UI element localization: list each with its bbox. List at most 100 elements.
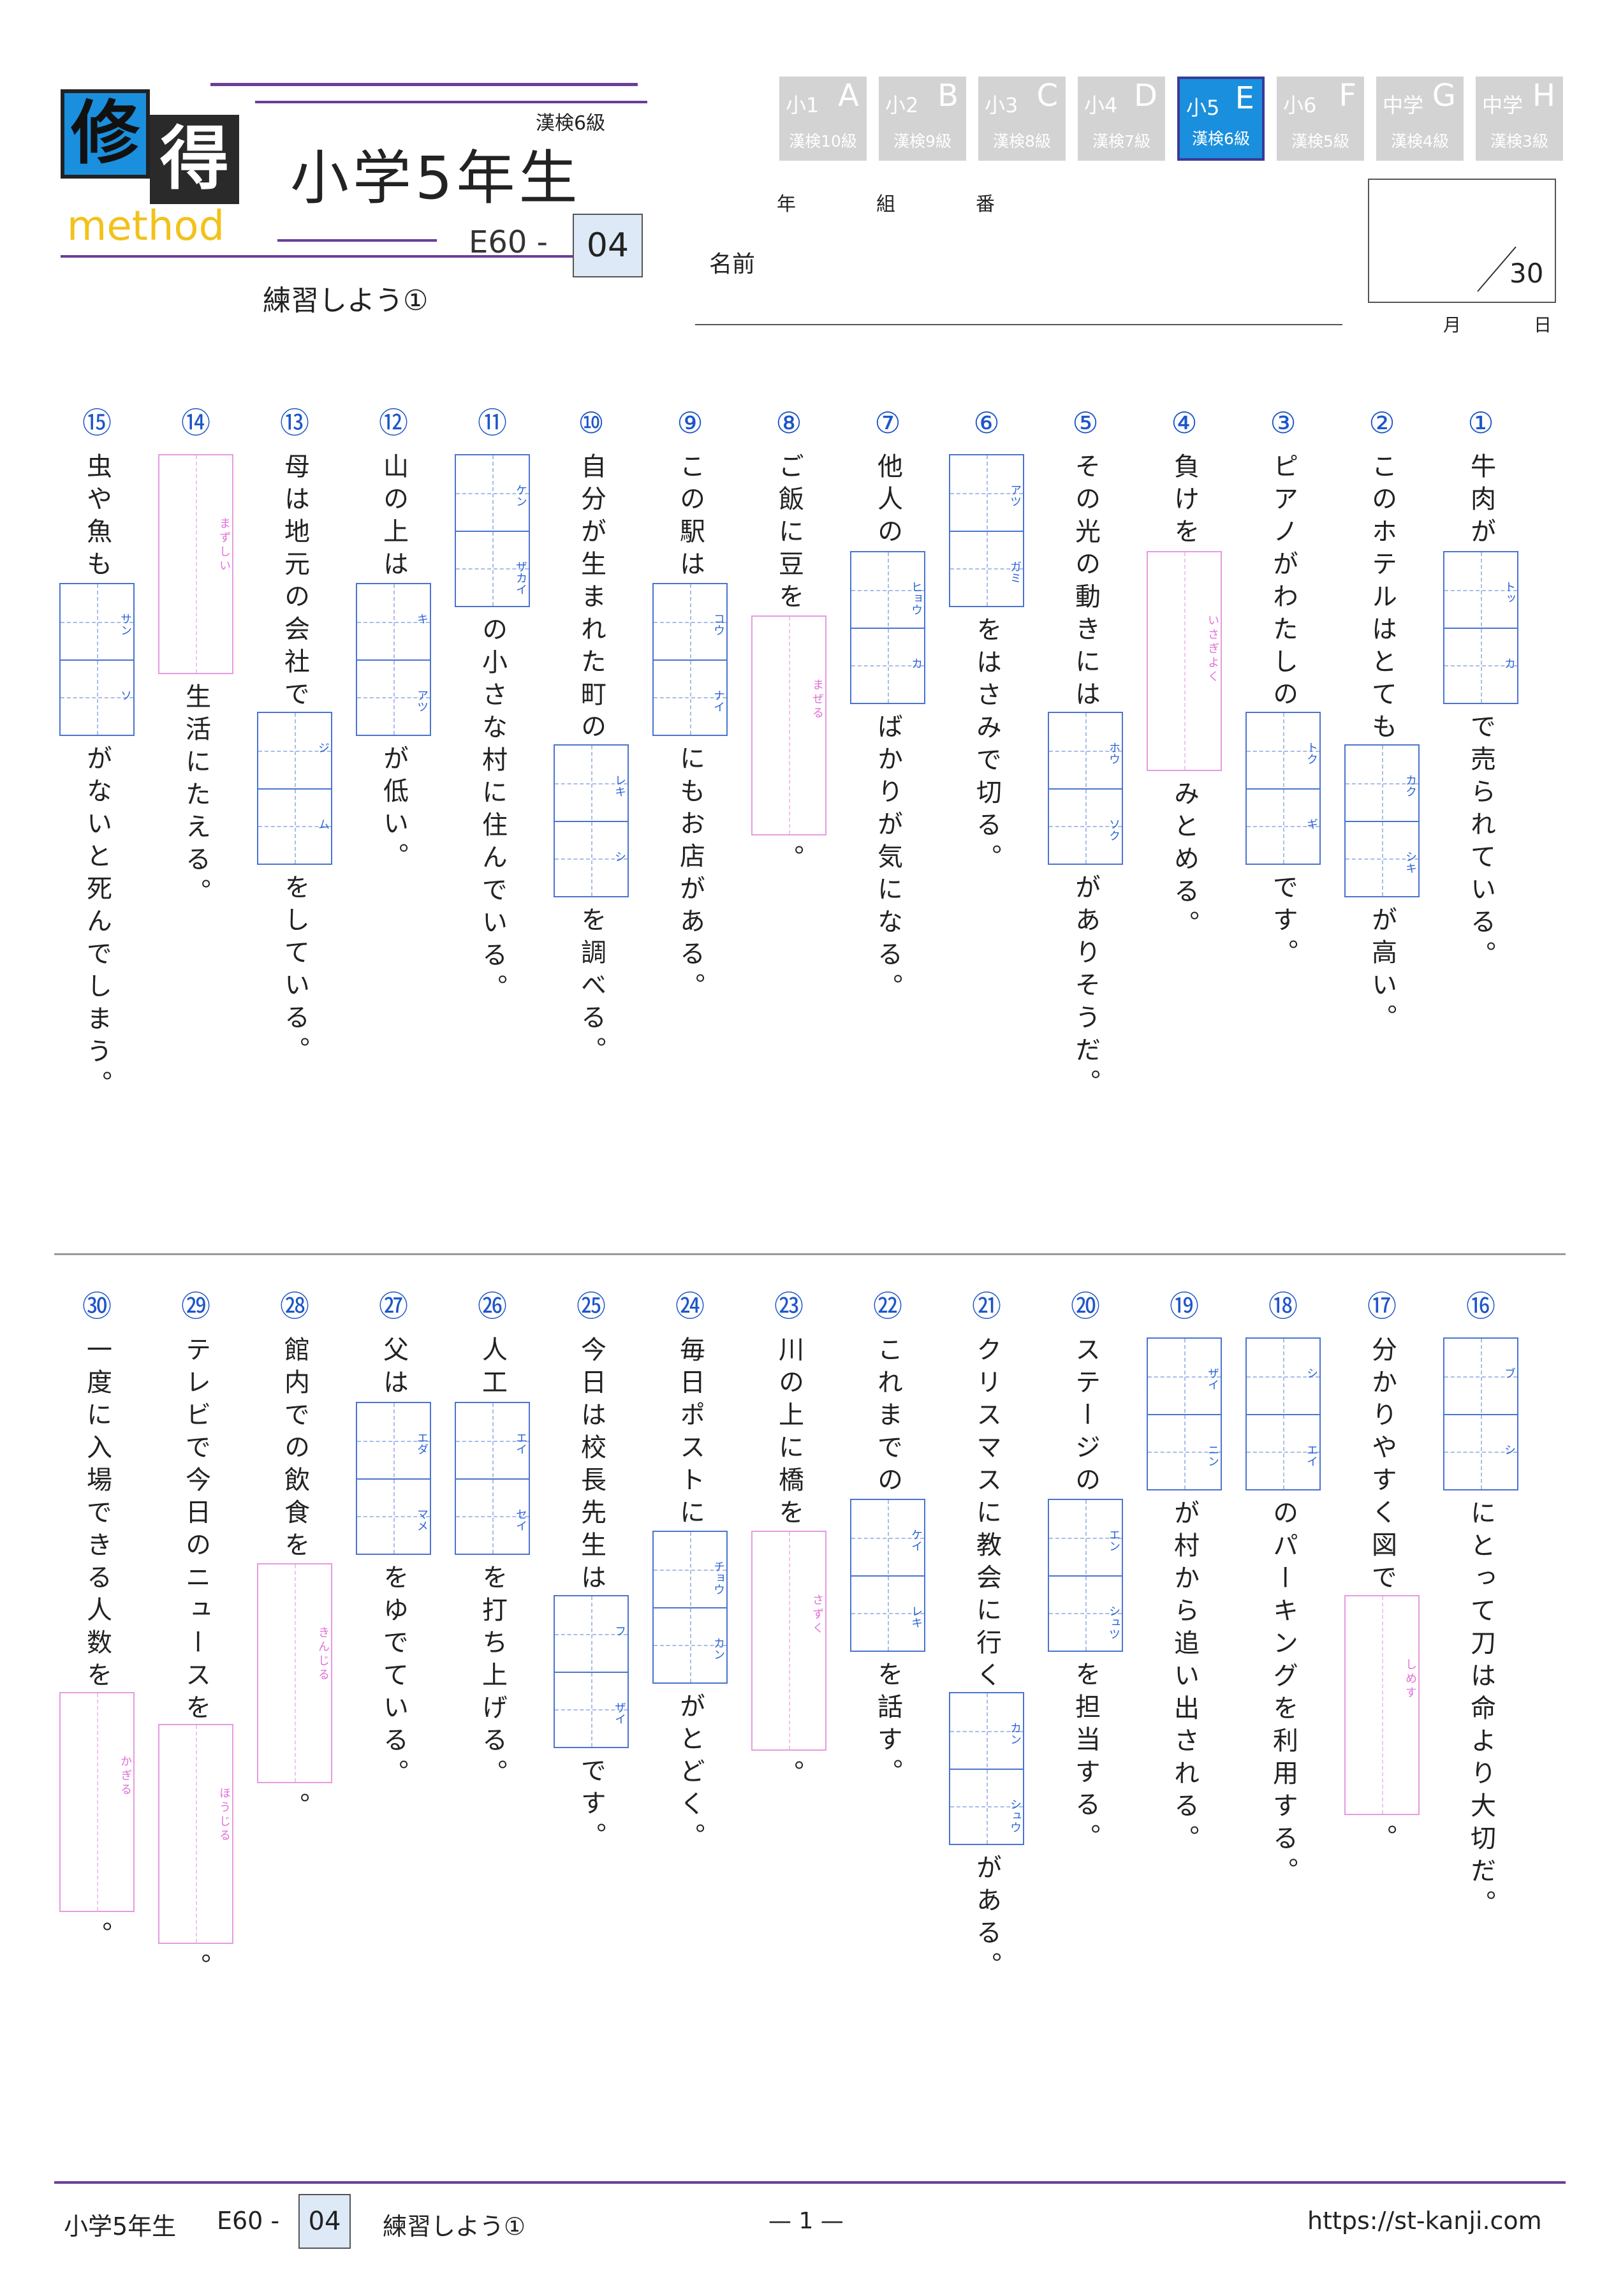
kanji-answer-box[interactable]: ブシ [1443, 1337, 1518, 1490]
kanji-answer-box[interactable]: ケン ザカイ [455, 454, 530, 607]
box-guide [1184, 552, 1186, 770]
question-text: クリスマスに教会に行く [972, 1336, 1001, 1694]
kanji-answer-box[interactable]: エイ セイ [455, 1402, 530, 1555]
question-text: ステージの [1071, 1336, 1100, 1499]
hiragana-answer-box[interactable]: まずしい [158, 454, 233, 674]
furigana: ギ [1305, 818, 1318, 830]
kanji-answer-box[interactable]: キアツ [356, 583, 431, 736]
hiragana-answer-box[interactable]: まぜる [751, 615, 826, 835]
grade-tab-g[interactable]: 中学 G 漢検4級 [1376, 77, 1464, 161]
grade-tab-e[interactable]: 小5 E 漢検6級 [1177, 77, 1265, 161]
kanji-answer-box[interactable]: レキシ [554, 744, 629, 897]
box-guide [357, 697, 430, 698]
box-guide [851, 1612, 924, 1614]
question-text: 山の上は [379, 453, 408, 583]
kanji-answer-box[interactable]: ジム [257, 712, 332, 865]
question-number: ㉚ [82, 1289, 112, 1323]
furigana: ヒョウ [909, 580, 923, 615]
question-text: をゆでている。 [379, 1564, 408, 1792]
box-guide [456, 493, 529, 494]
question-number: ⑳ [1071, 1289, 1100, 1323]
question-text: これまでの [873, 1336, 902, 1499]
question-text: がとどく。 [675, 1693, 705, 1855]
grade-tab-a[interactable]: 小1 A 漢検10級 [779, 77, 867, 161]
reading-hint: いさぎよく [1206, 614, 1219, 684]
kanji-answer-box[interactable]: カン シュウ [949, 1691, 1024, 1845]
question-text: 。 [82, 1920, 112, 1954]
site-url[interactable]: https://st-kanji.com [1307, 2207, 1542, 2235]
kanji-answer-box[interactable]: ケイ レキ [850, 1498, 925, 1652]
grade-letter: D [1134, 78, 1157, 114]
furigana: シ [613, 850, 626, 862]
furigana: レキ [613, 774, 626, 797]
box-guide [1481, 1339, 1482, 1489]
score-box[interactable]: 30 [1368, 179, 1556, 303]
furigana: セイ [514, 1508, 527, 1531]
hiragana-answer-box[interactable]: きんじる [257, 1563, 332, 1783]
name-line[interactable] [695, 324, 1342, 325]
question-number: ㉖ [478, 1289, 507, 1323]
question-number: ⑭ [181, 406, 210, 440]
box-guide [295, 1564, 296, 1782]
question-number: ㉓ [774, 1289, 804, 1323]
reading-hint: ほうじる [217, 1787, 231, 1843]
kanji-answer-box[interactable]: ヒョウカ [850, 550, 925, 704]
top-rule [210, 83, 638, 86]
kanji-answer-box[interactable]: コウ ナイ [652, 583, 728, 736]
furigana: エダ [415, 1432, 429, 1455]
kanji-answer-box[interactable]: トクギ [1245, 712, 1321, 865]
question-text: がある。 [972, 1853, 1001, 1984]
question-text: 母は地元の会社で [280, 453, 309, 713]
box-guide [61, 697, 133, 698]
section-divider [54, 1253, 1566, 1255]
question-number: ㉑ [972, 1289, 1001, 1323]
kanji-answer-box[interactable]: エン シュツ [1048, 1498, 1123, 1652]
kanji-answer-box[interactable]: ザイ ニン [1147, 1337, 1222, 1490]
kanji-answer-box[interactable]: チョウ カン [652, 1531, 728, 1684]
logo-char-2: 得 [150, 115, 239, 204]
question-text: ピアノがわたしの [1268, 453, 1298, 713]
grade-tab-b[interactable]: 小2 B 漢検9級 [879, 77, 966, 161]
kanji-answer-box[interactable]: フザイ [554, 1595, 629, 1748]
question-number: ③ [1270, 406, 1296, 440]
kanken-level: 漢検9級 [893, 132, 951, 151]
kanji-answer-box[interactable]: カク シキ [1344, 744, 1420, 897]
question-number: ⑪ [478, 406, 507, 440]
kanji-answer-box[interactable]: シエイ [1245, 1337, 1321, 1490]
footer-rule [54, 2181, 1566, 2184]
question-number: ④ [1171, 406, 1198, 440]
box-guide [1184, 1339, 1186, 1489]
grade-tab-f[interactable]: 小6 F 漢検5級 [1277, 77, 1364, 161]
question-text: です。 [576, 1757, 606, 1855]
question-number: ⑧ [775, 406, 802, 440]
hiragana-answer-box[interactable]: さずく [751, 1531, 826, 1751]
kanji-answer-box[interactable]: ホウ ソク [1048, 712, 1123, 865]
furigana: トク [1305, 742, 1318, 765]
hiragana-answer-box[interactable]: しめす [1344, 1595, 1420, 1815]
box-guide [851, 589, 924, 591]
furigana: マメ [415, 1508, 429, 1531]
furigana: チョウ [712, 1561, 725, 1595]
hiragana-answer-box[interactable]: ほうじる [158, 1724, 233, 1944]
grade-tab-h[interactable]: 中学 H 漢検3級 [1476, 77, 1563, 161]
furigana: シュツ [1107, 1605, 1120, 1640]
grade-tab-c[interactable]: 小3 C 漢検8級 [978, 77, 1066, 161]
kanji-answer-box[interactable]: アツ ガミ [949, 454, 1024, 607]
hiragana-answer-box[interactable]: いさぎよく [1147, 550, 1222, 771]
question-text: をしている。 [280, 874, 309, 1069]
question-text: 。 [1367, 1824, 1397, 1857]
box-guide [950, 568, 1023, 570]
hiragana-answer-box[interactable]: かぎる [59, 1691, 135, 1912]
kanji-answer-box[interactable]: サンソ [59, 583, 135, 736]
box-guide [1444, 1452, 1517, 1453]
question-number: ㉙ [181, 1289, 210, 1323]
grade-tab-d[interactable]: 小4 D 漢検7級 [1078, 77, 1165, 161]
worksheet-number: 04 [573, 214, 643, 277]
logo-method: method [67, 203, 225, 250]
grade-letter: G [1432, 78, 1456, 114]
kanji-answer-box[interactable]: トッカ [1443, 550, 1518, 704]
furigana: シュウ [1008, 1798, 1022, 1833]
box-guide [258, 751, 331, 752]
question-text: です。 [1268, 874, 1298, 971]
kanji-answer-box[interactable]: エダ マメ [356, 1402, 431, 1555]
